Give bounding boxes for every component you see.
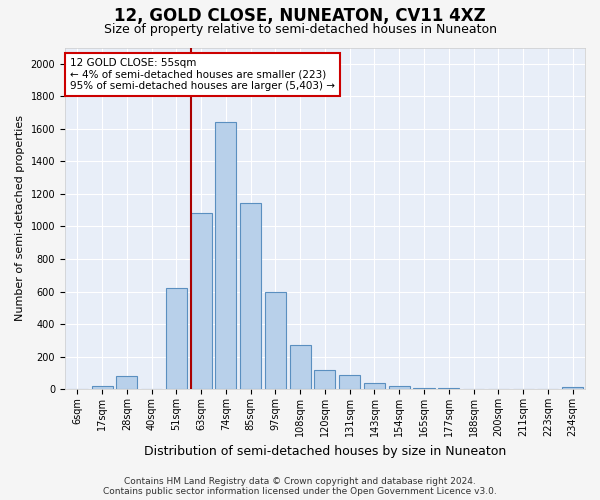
Bar (339, 374, 360, 389)
X-axis label: Distribution of semi-detached houses by size in Nuneaton: Distribution of semi-detached houses by … (144, 444, 506, 458)
Bar (265, 292, 286, 389)
Bar (314, 370, 335, 389)
Bar (290, 345, 311, 389)
Bar (413, 388, 434, 389)
Bar (562, 386, 583, 389)
Bar (240, 203, 261, 389)
Text: Size of property relative to semi-detached houses in Nuneaton: Size of property relative to semi-detach… (104, 22, 497, 36)
Text: Contains HM Land Registry data © Crown copyright and database right 2024.
Contai: Contains HM Land Registry data © Crown c… (103, 476, 497, 496)
Text: 12, GOLD CLOSE, NUNEATON, CV11 4XZ: 12, GOLD CLOSE, NUNEATON, CV11 4XZ (114, 8, 486, 26)
Bar (92, 386, 113, 389)
Bar (364, 384, 385, 389)
Text: 12 GOLD CLOSE: 55sqm
← 4% of semi-detached houses are smaller (223)
95% of semi-: 12 GOLD CLOSE: 55sqm ← 4% of semi-detach… (70, 58, 335, 91)
Y-axis label: Number of semi-detached properties: Number of semi-detached properties (15, 116, 25, 322)
Bar (191, 214, 212, 389)
Bar (116, 376, 137, 389)
Bar (166, 288, 187, 389)
Bar (215, 122, 236, 389)
Bar (438, 388, 460, 389)
Bar (389, 386, 410, 389)
